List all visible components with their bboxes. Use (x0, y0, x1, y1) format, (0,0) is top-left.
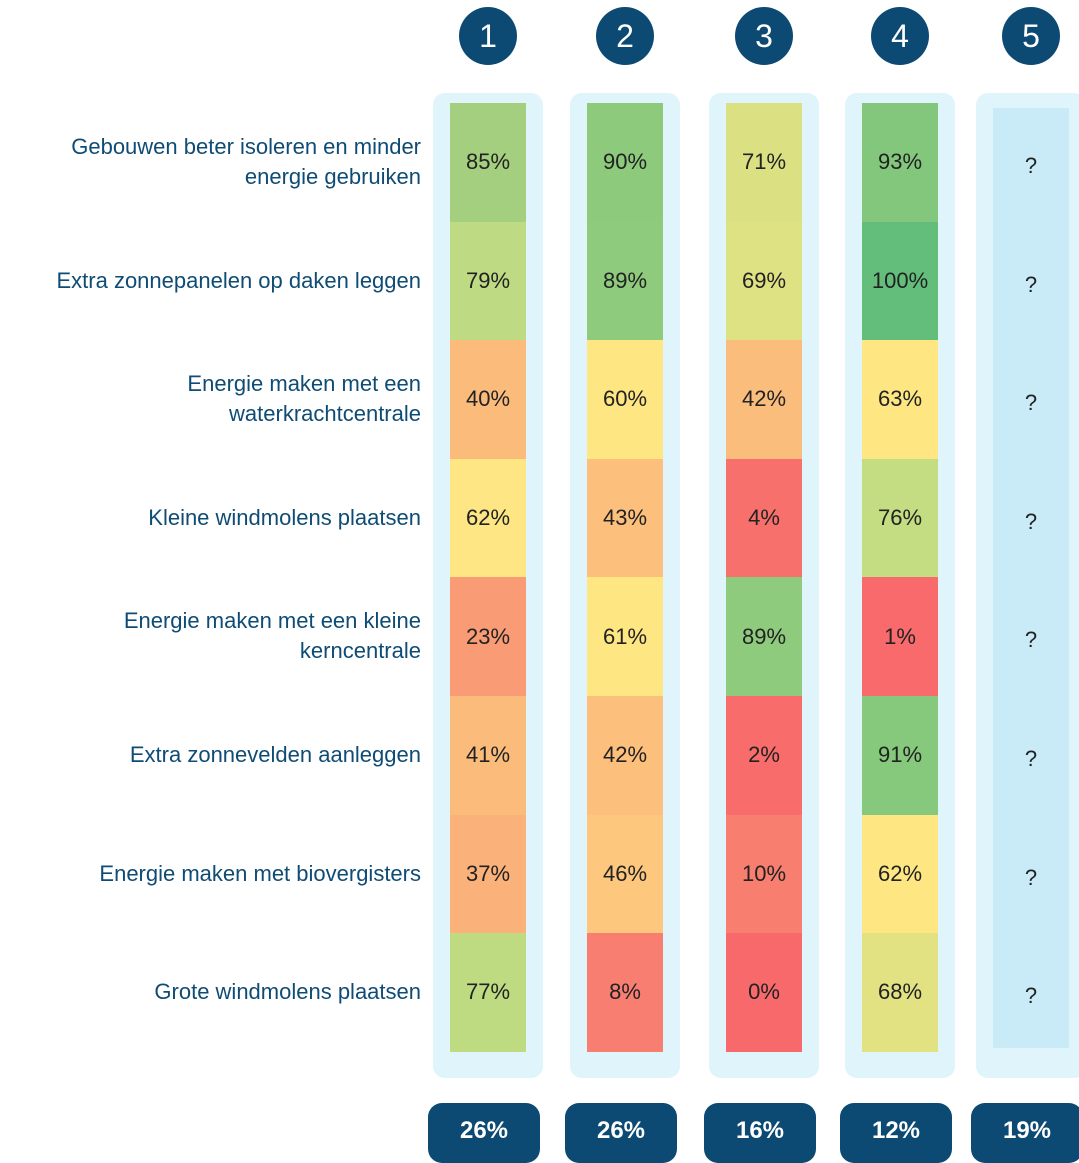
cell: 23% (450, 577, 526, 696)
cell: 41% (450, 696, 526, 815)
column-total: 16% (704, 1103, 816, 1163)
column-number: 5 (1002, 7, 1060, 65)
row-label: Extra zonnepanelen op daken leggen (56, 267, 421, 293)
row-label: Grote windmolens plaatsen (154, 979, 421, 1005)
cell: 43% (587, 458, 663, 578)
cell: ? (993, 340, 1069, 459)
cell: 40% (450, 340, 526, 459)
cell: 4% (726, 458, 802, 578)
cell: 63% (862, 340, 938, 459)
cell: 69% (726, 221, 802, 341)
cell: 37% (450, 814, 526, 934)
column-total: 19% (971, 1103, 1079, 1163)
row-label: Energie maken met een waterkrachtcentral… (187, 371, 421, 427)
column-number: 1 (459, 7, 517, 65)
row-label: Gebouwen beter isoleren en minder energi… (71, 134, 421, 189)
cell: 61% (587, 577, 663, 696)
cell: ? (993, 696, 1069, 815)
cell: 1% (862, 577, 938, 696)
cell: 76% (862, 458, 938, 578)
cell: 62% (450, 458, 526, 578)
column-number: 4 (871, 7, 929, 65)
cell: 77% (450, 933, 526, 1052)
cell: 71% (726, 103, 802, 222)
cell: 42% (726, 340, 802, 459)
cell: 60% (587, 340, 663, 459)
cell: ? (993, 221, 1069, 341)
cell: 93% (862, 103, 938, 222)
column-number: 3 (735, 7, 793, 65)
cell: 8% (587, 933, 663, 1052)
cell: 62% (862, 814, 938, 934)
cell: 0% (726, 933, 802, 1052)
cell: 91% (862, 696, 938, 815)
cell: ? (993, 458, 1069, 578)
row-label: Energie maken met biovergisters (99, 860, 421, 886)
cell: 2% (726, 696, 802, 815)
cell: ? (993, 108, 1069, 222)
cell: 100% (862, 221, 938, 341)
cell: 10% (726, 814, 802, 934)
row-label: Extra zonnevelden aanleggen (129, 742, 421, 767)
cell: 42% (587, 696, 663, 815)
column-number: 2 (596, 7, 654, 65)
column-total: 26% (565, 1103, 677, 1163)
cell: ? (993, 814, 1069, 934)
cell: 85% (450, 103, 526, 222)
cell: 68% (862, 933, 938, 1052)
cell: 90% (587, 103, 663, 222)
cell: 79% (450, 221, 526, 341)
cell: 89% (587, 221, 663, 341)
row-label: Energie maken met een kleine kerncentral… (123, 608, 421, 664)
cell: ? (993, 933, 1069, 1048)
cell: ? (993, 577, 1069, 696)
column-total: 26% (428, 1103, 540, 1163)
row-label: Kleine windmolens plaatsen (148, 504, 421, 530)
cell: 46% (587, 814, 663, 934)
column-total: 12% (840, 1103, 952, 1163)
cell: 89% (726, 577, 802, 696)
